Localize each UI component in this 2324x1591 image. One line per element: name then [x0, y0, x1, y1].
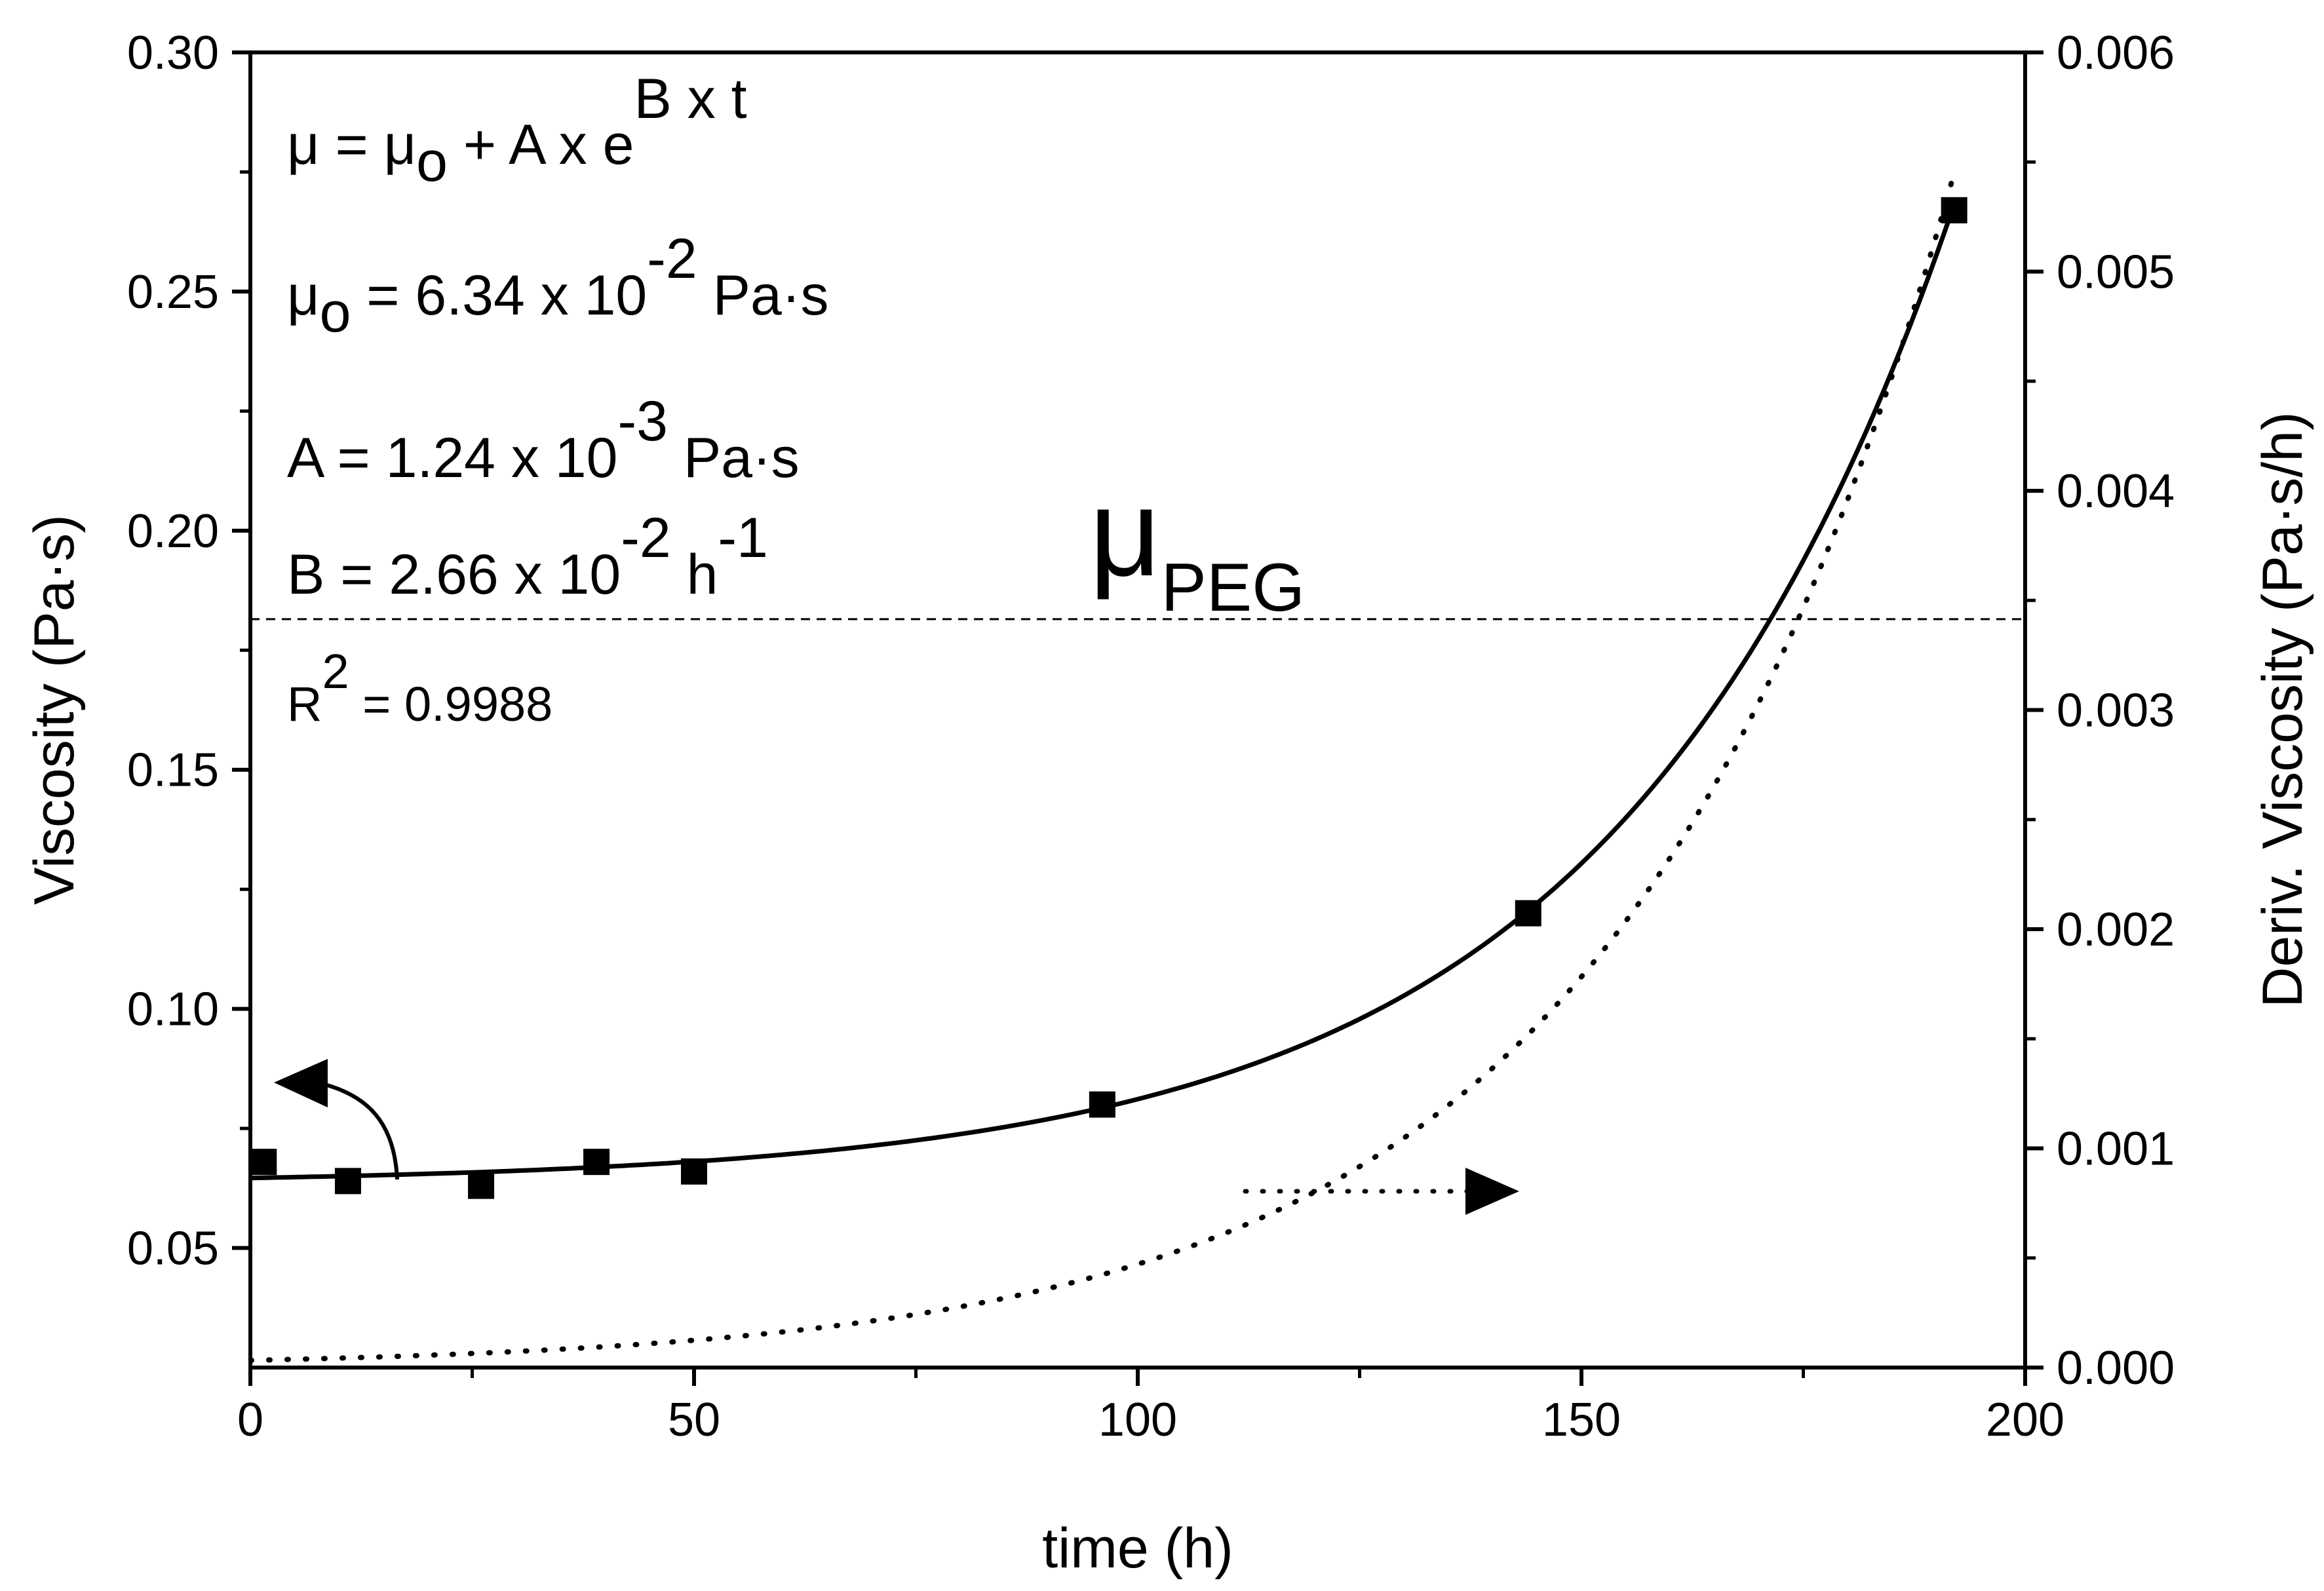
y-tick-label: 0.30: [127, 27, 219, 79]
x-tick-label: 200: [1986, 1394, 2064, 1446]
y2-tick-label: 0.000: [2057, 1342, 2175, 1394]
data-point: [1515, 900, 1541, 927]
data-point: [681, 1158, 707, 1185]
y2-tick-label: 0.001: [2057, 1123, 2175, 1176]
data-point: [250, 1149, 277, 1176]
y2-axis-title: Deriv. Viscosity (Pa·s/h): [2251, 412, 2314, 1008]
derivative-curve: [250, 170, 1957, 1363]
x-axis-title: time (h): [1042, 1517, 1233, 1580]
right-arrow-head-icon: [1465, 1168, 1519, 1215]
y2-tick-label: 0.006: [2057, 27, 2175, 79]
x-tick-label: 150: [1542, 1394, 1621, 1446]
left-axis-arrow: [322, 1082, 399, 1180]
y-tick-label: 0.20: [127, 505, 219, 558]
y2-axis: 0.000 0.001 0.002 0.003 0.004 0.005 0.006: [2025, 27, 2175, 1394]
y-tick-label: 0.10: [127, 984, 219, 1036]
b-coefficient-label: B = 2.66 x 10-2 h-1: [287, 507, 768, 606]
y-tick-label: 0.25: [127, 266, 219, 318]
left-arrow-head-icon: [274, 1059, 328, 1107]
data-point: [334, 1168, 361, 1195]
x-tick-label: 0: [237, 1394, 263, 1446]
y-axis: 0.05 0.10 0.15 0.20 0.25 0.30: [127, 27, 250, 1275]
y-tick-label: 0.15: [127, 744, 219, 797]
mu0-label: μo = 6.34 x 10-2 Pa·s: [287, 227, 828, 344]
data-markers: [250, 197, 1967, 1199]
data-point: [1089, 1091, 1115, 1118]
x-tick-label: 50: [668, 1394, 720, 1446]
x-tick-label: 100: [1098, 1394, 1177, 1446]
y2-tick-label: 0.003: [2057, 685, 2175, 737]
y-axis-title: Viscosity (Pa·s): [23, 514, 86, 905]
equation-label: μ = μo + A x eB x t: [287, 67, 747, 193]
data-point: [583, 1149, 610, 1176]
y2-tick-label: 0.005: [2057, 246, 2175, 299]
a-coefficient-label: A = 1.24 x 10-3 Pa·s: [287, 390, 800, 489]
data-point: [468, 1172, 495, 1199]
x-axis: 0 50 100 150 200: [237, 1368, 2064, 1446]
data-point: [1941, 197, 1967, 223]
y2-tick-label: 0.002: [2057, 904, 2175, 956]
r-squared-label: R2 = 0.9988: [287, 644, 552, 731]
y-tick-label: 0.05: [127, 1223, 219, 1275]
mu-peg-label: μPEG: [1089, 463, 1305, 626]
y2-tick-label: 0.004: [2057, 465, 2175, 518]
